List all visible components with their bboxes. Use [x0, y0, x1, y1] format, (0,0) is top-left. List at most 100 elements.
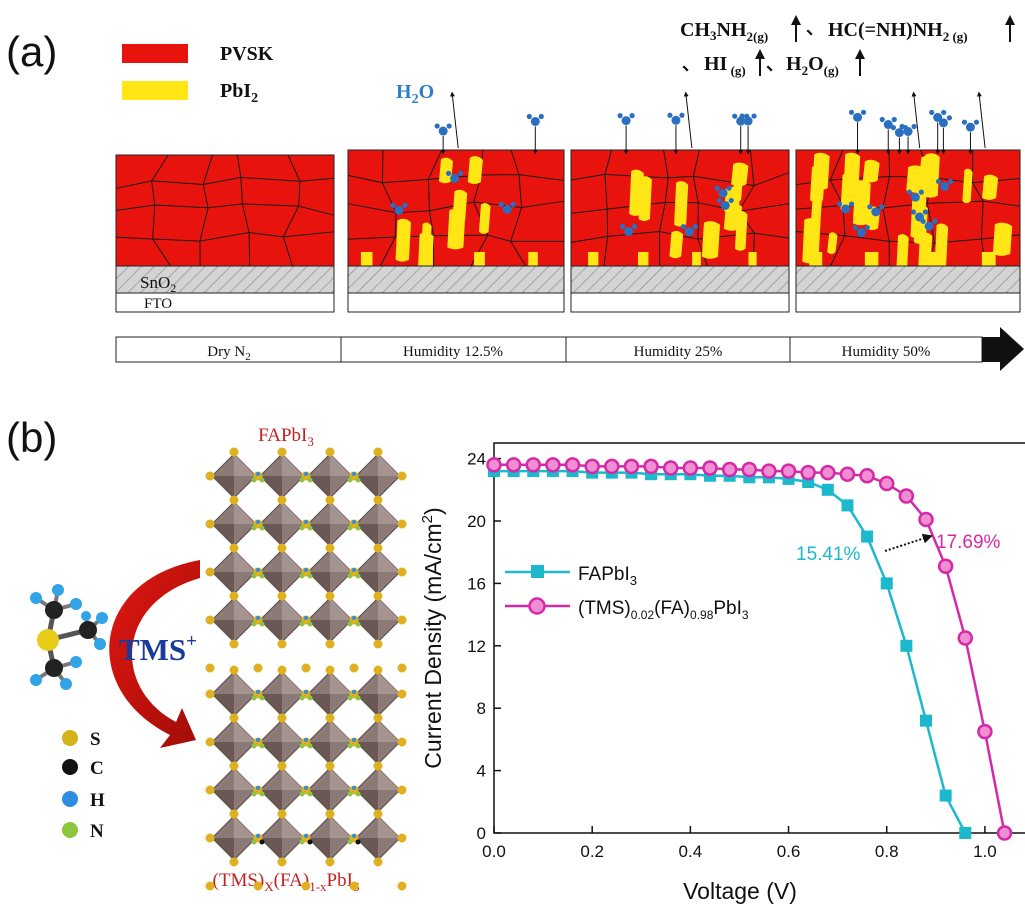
y-tick-label: 12 [467, 637, 486, 656]
octahedron-facet [378, 454, 400, 476]
iodine-atom [229, 591, 239, 601]
data-point-fapbi3 [880, 577, 893, 590]
data-point-tms [780, 463, 797, 479]
octahedron-facet [330, 550, 352, 572]
data-point-tms [584, 458, 600, 475]
cation-atom [347, 839, 353, 845]
jv-chart: Voltage (V) Current Density (mA/cm2) 0.0… [419, 442, 1025, 904]
water-molecule-icon [619, 223, 638, 237]
sno2-layer [347, 265, 565, 294]
pbi2-grain [478, 203, 491, 234]
cation-atom [355, 743, 361, 749]
gas-separator-1: 、 [806, 18, 824, 38]
octahedron-facet [234, 768, 256, 790]
cation-atom [307, 743, 313, 749]
octahedron-facet [260, 838, 282, 860]
gas-release-arrow-icon [976, 91, 986, 149]
cation-atom [347, 621, 353, 627]
octahedron-facet [282, 550, 304, 572]
hydrogen-atom [304, 520, 308, 524]
x-tick-label: 0.8 [875, 842, 899, 861]
iodine-atom [205, 689, 215, 699]
octahedron-facet [356, 790, 378, 812]
octahedron-facet [330, 720, 352, 742]
iodine-atom [397, 737, 407, 747]
iodine-atom [397, 663, 407, 673]
iodine-atom [397, 881, 407, 891]
iodine-atom [277, 857, 287, 867]
data-point-tms [505, 457, 522, 473]
pbi2-grain [928, 252, 941, 266]
iodine-atom [205, 785, 215, 795]
iodine-atom [325, 495, 335, 505]
atom-label-h: H [90, 790, 105, 811]
humidity-arrow-icon [982, 327, 1024, 371]
fto-label: FTO [144, 296, 172, 312]
atom-dot-s [62, 730, 78, 746]
octahedron-facet [282, 454, 304, 476]
iodine-atom [325, 761, 335, 771]
hydrogen-atom [352, 520, 356, 524]
octahedron-facet [378, 672, 400, 694]
octahedron-facet [378, 502, 400, 524]
cation-atom [307, 839, 313, 845]
iodine-atom [277, 447, 287, 457]
bottom-crystal-label: (TMS)X(FA)1-xPbI3 [213, 870, 360, 894]
iodine-atom [277, 809, 287, 819]
fto-layer [570, 292, 790, 313]
pbi2-grain [395, 218, 411, 262]
atom-dot-c [62, 759, 78, 775]
water-molecule-icon [899, 123, 917, 155]
fto-layer [115, 292, 335, 313]
pbi2-grain [962, 168, 973, 204]
y-tick-label: 8 [477, 699, 486, 718]
octahedron-facet [234, 502, 256, 524]
octahedron-facet [260, 620, 282, 642]
hydrogen-atom [352, 616, 356, 620]
hydrogen-atom [256, 834, 260, 838]
data-point-tms [721, 461, 738, 478]
hydrogen-atom [352, 786, 356, 790]
iodine-atom [229, 713, 239, 723]
cation-atom [299, 621, 305, 627]
data-point-fapbi3 [920, 714, 932, 727]
hydrogen-atom [304, 690, 308, 694]
data-point-tms [977, 723, 993, 740]
chart-legend: FAPbI3 (TMS)0.02(FA)0.98PbI3 [505, 564, 749, 622]
octahedron-facet [330, 672, 352, 694]
atom-dot-n [62, 822, 78, 838]
pbi2-grain [438, 157, 454, 184]
film-stack-2 [570, 91, 790, 313]
pbi2-grain [748, 252, 757, 266]
annotation-fapbi3-efficiency: 15.41% [796, 544, 861, 565]
data-point-fapbi3 [821, 483, 834, 496]
iodine-atom [205, 833, 215, 843]
cation-atom [251, 525, 257, 531]
cation-atom [299, 743, 305, 749]
cation-atom [259, 695, 265, 701]
condition-dry: Dry N2 [207, 344, 250, 363]
film-stack-1 [347, 91, 565, 313]
iodine-atom [205, 567, 215, 577]
pbi2-grain [629, 169, 644, 216]
iodine-atom [349, 881, 359, 891]
series-1 [486, 457, 1013, 841]
crystal-structures [205, 447, 407, 891]
octahedron-facet [282, 816, 304, 838]
fto-layer [795, 292, 1021, 313]
cation-atom [347, 477, 353, 483]
pbi2-grain [981, 252, 996, 266]
iodine-atom [205, 663, 215, 673]
data-point-tms [878, 475, 895, 492]
iodine-atom [277, 639, 287, 649]
iodine-atom [229, 543, 239, 553]
iodine-atom [229, 495, 239, 505]
cation-atom [355, 573, 361, 579]
data-point-tms [996, 825, 1013, 841]
panel-a-legend: PVSK PbI2 [122, 43, 274, 106]
iodine-atom [325, 713, 335, 723]
cation-atom [307, 695, 313, 701]
octahedron-facet [234, 672, 256, 694]
cation-atom [355, 477, 361, 483]
